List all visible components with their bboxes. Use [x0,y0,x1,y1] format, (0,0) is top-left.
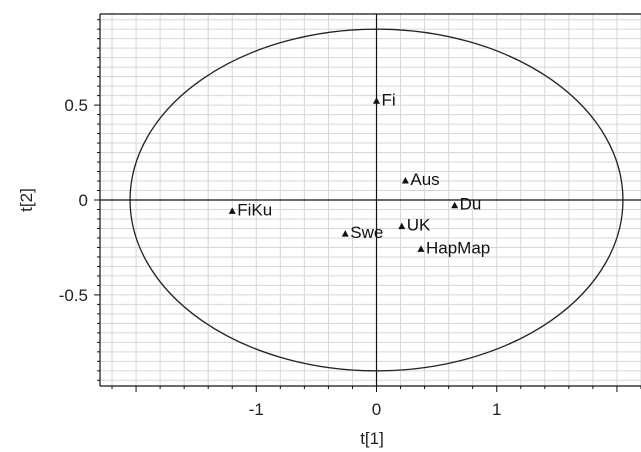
data-point-marker [228,207,236,214]
data-point-marker [451,201,459,209]
data-point-label: HapMap [426,238,490,257]
y-tick-label: -0.5 [59,286,88,305]
data-point-label: Aus [410,170,439,189]
y-axis-title: t[2] [17,188,36,212]
x-tick-label: -1 [249,400,264,419]
x-tick-label: 1 [492,400,501,419]
data-point-label: Fi [382,90,396,109]
axes [99,13,641,387]
data-point-label: Swe [350,223,383,242]
y-tick-label: 0 [79,191,88,210]
data-point-marker [417,245,425,252]
x-axis-title: t[1] [360,429,384,448]
grid [100,14,641,386]
data-point-label: Du [460,195,482,214]
x-tick-label: 0 [372,400,381,419]
data-point-marker [373,97,381,104]
data-point-marker [341,230,349,237]
data-points: Fi Aus Du FiKu UK Swe HapMap [228,90,490,257]
data-point-label: FiKu [237,200,272,219]
data-point-marker [398,222,406,230]
tick-labels: -1 0 1 -0.5 0 0.5 [59,96,502,419]
data-point-marker [401,177,409,184]
tick-marks [94,19,641,392]
y-tick-label: 0.5 [64,96,88,115]
data-point-label: UK [407,216,431,235]
